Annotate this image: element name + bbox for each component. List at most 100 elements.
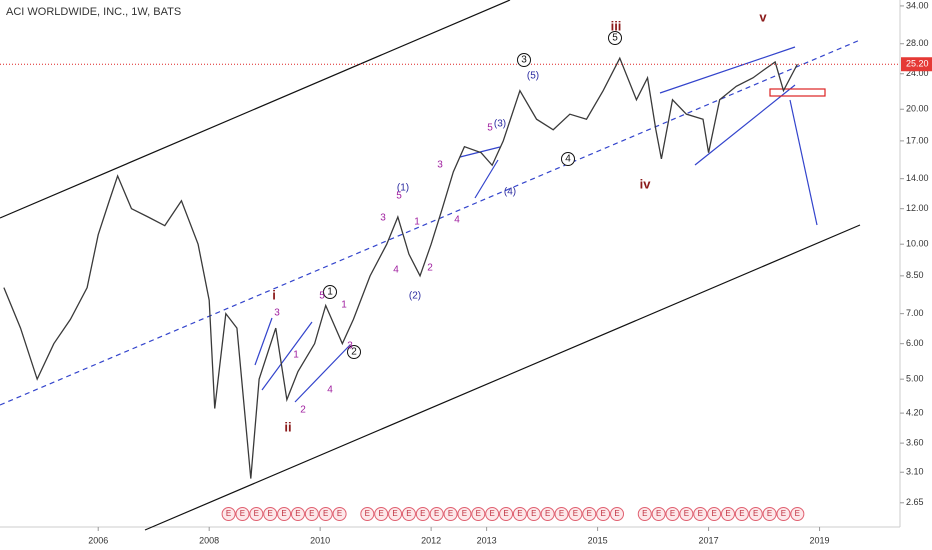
earnings-marker [360, 507, 375, 521]
earnings-marker [665, 507, 680, 521]
wave-label: iv [640, 176, 652, 191]
earnings-marker [277, 507, 292, 521]
wave-circle [561, 152, 575, 166]
wave-line [294, 344, 351, 403]
earnings-marker [263, 507, 278, 521]
wedge-upper [659, 46, 796, 94]
x-tick-label: 2006 [88, 535, 108, 545]
wave-label: 1 [293, 350, 299, 361]
x-tick-label: 2013 [477, 535, 497, 545]
earnings-marker [485, 507, 500, 521]
earnings-label: E [281, 509, 286, 518]
earnings-label: E [365, 509, 370, 518]
earnings-marker [596, 507, 611, 521]
earnings-marker [374, 507, 389, 521]
earnings-label: E [476, 509, 481, 518]
earnings-label: E [337, 509, 342, 518]
wave-line [261, 321, 313, 391]
earnings-label: E [614, 509, 619, 518]
wave-label: (2) [409, 291, 421, 302]
earnings-label: E [670, 509, 675, 518]
earnings-label: E [309, 509, 314, 518]
earnings-marker [610, 507, 625, 521]
earnings-marker [471, 507, 486, 521]
earnings-label: E [254, 509, 259, 518]
earnings-marker [776, 507, 791, 521]
target-box [769, 88, 826, 97]
earnings-marker [429, 507, 444, 521]
wave-label: (5) [527, 71, 539, 82]
earnings-marker [401, 507, 416, 521]
earnings-label: E [656, 509, 661, 518]
earnings-marker [499, 507, 514, 521]
earnings-marker [332, 507, 347, 521]
earnings-marker [762, 507, 777, 521]
y-tick-label: 20.00 [906, 104, 929, 114]
earnings-label: E [240, 509, 245, 518]
wave-label: 5 [487, 123, 493, 134]
earnings-marker [707, 507, 722, 521]
earnings-marker [679, 507, 694, 521]
earnings-label: E [462, 509, 467, 518]
wave-label: 1 [341, 300, 347, 311]
y-tick-label: 6.00 [906, 338, 924, 348]
y-tick-label: 2.65 [906, 497, 924, 507]
earnings-marker [235, 507, 250, 521]
earnings-label: E [226, 509, 231, 518]
earnings-marker [568, 507, 583, 521]
channel-lower [144, 224, 861, 531]
x-tick-label: 2012 [421, 535, 441, 545]
earnings-label: E [379, 509, 384, 518]
wave-label: 4 [327, 385, 333, 396]
last-price-label: 25.20 [906, 59, 929, 69]
earnings-label: E [753, 509, 758, 518]
wave-label: 2 [427, 263, 433, 274]
y-tick-label: 17.00 [906, 135, 929, 145]
earnings-label: E [725, 509, 730, 518]
chart-title: ACI WORLDWIDE, INC., 1W, BATS [6, 6, 181, 18]
earnings-marker [637, 507, 652, 521]
y-tick-label: 3.60 [906, 437, 924, 447]
earnings-label: E [517, 509, 522, 518]
y-tick-label: 8.50 [906, 270, 924, 280]
wave-label: v [759, 9, 767, 24]
earnings-marker [512, 507, 527, 521]
channel-upper [0, 0, 511, 219]
wave-label: 1 [414, 217, 420, 228]
wave-circle [323, 285, 337, 299]
earnings-label: E [323, 509, 328, 518]
earnings-label: E [434, 509, 439, 518]
earnings-marker [693, 507, 708, 521]
earnings-marker [734, 507, 749, 521]
wave-label: 4 [454, 215, 460, 226]
x-tick-label: 2010 [310, 535, 330, 545]
earnings-label: E [448, 509, 453, 518]
earnings-label: E [545, 509, 550, 518]
earnings-marker [790, 507, 805, 521]
earnings-label: E [559, 509, 564, 518]
wave-label: 3 [274, 308, 280, 319]
y-tick-label: 24.00 [906, 68, 929, 78]
wave-label: 4 [565, 154, 571, 165]
wave-label: 2 [300, 405, 306, 416]
y-tick-label: 5.00 [906, 374, 924, 384]
x-tick-label: 2019 [810, 535, 830, 545]
y-tick-label: 28.00 [906, 38, 929, 48]
earnings-marker [720, 507, 735, 521]
wave-label: 5 [396, 191, 402, 202]
earnings-label: E [739, 509, 744, 518]
earnings-marker [221, 507, 236, 521]
wave-label: 3 [347, 341, 353, 352]
wave-label: 4 [393, 265, 399, 276]
earnings-label: E [268, 509, 273, 518]
earnings-label: E [684, 509, 689, 518]
earnings-label: E [295, 509, 300, 518]
wave-label: 3 [437, 160, 443, 171]
earnings-marker [748, 507, 763, 521]
x-tick-label: 2008 [199, 535, 219, 545]
earnings-label: E [642, 509, 647, 518]
y-tick-label: 12.00 [906, 203, 929, 213]
price-line [3, 56, 798, 479]
earnings-label: E [795, 509, 800, 518]
